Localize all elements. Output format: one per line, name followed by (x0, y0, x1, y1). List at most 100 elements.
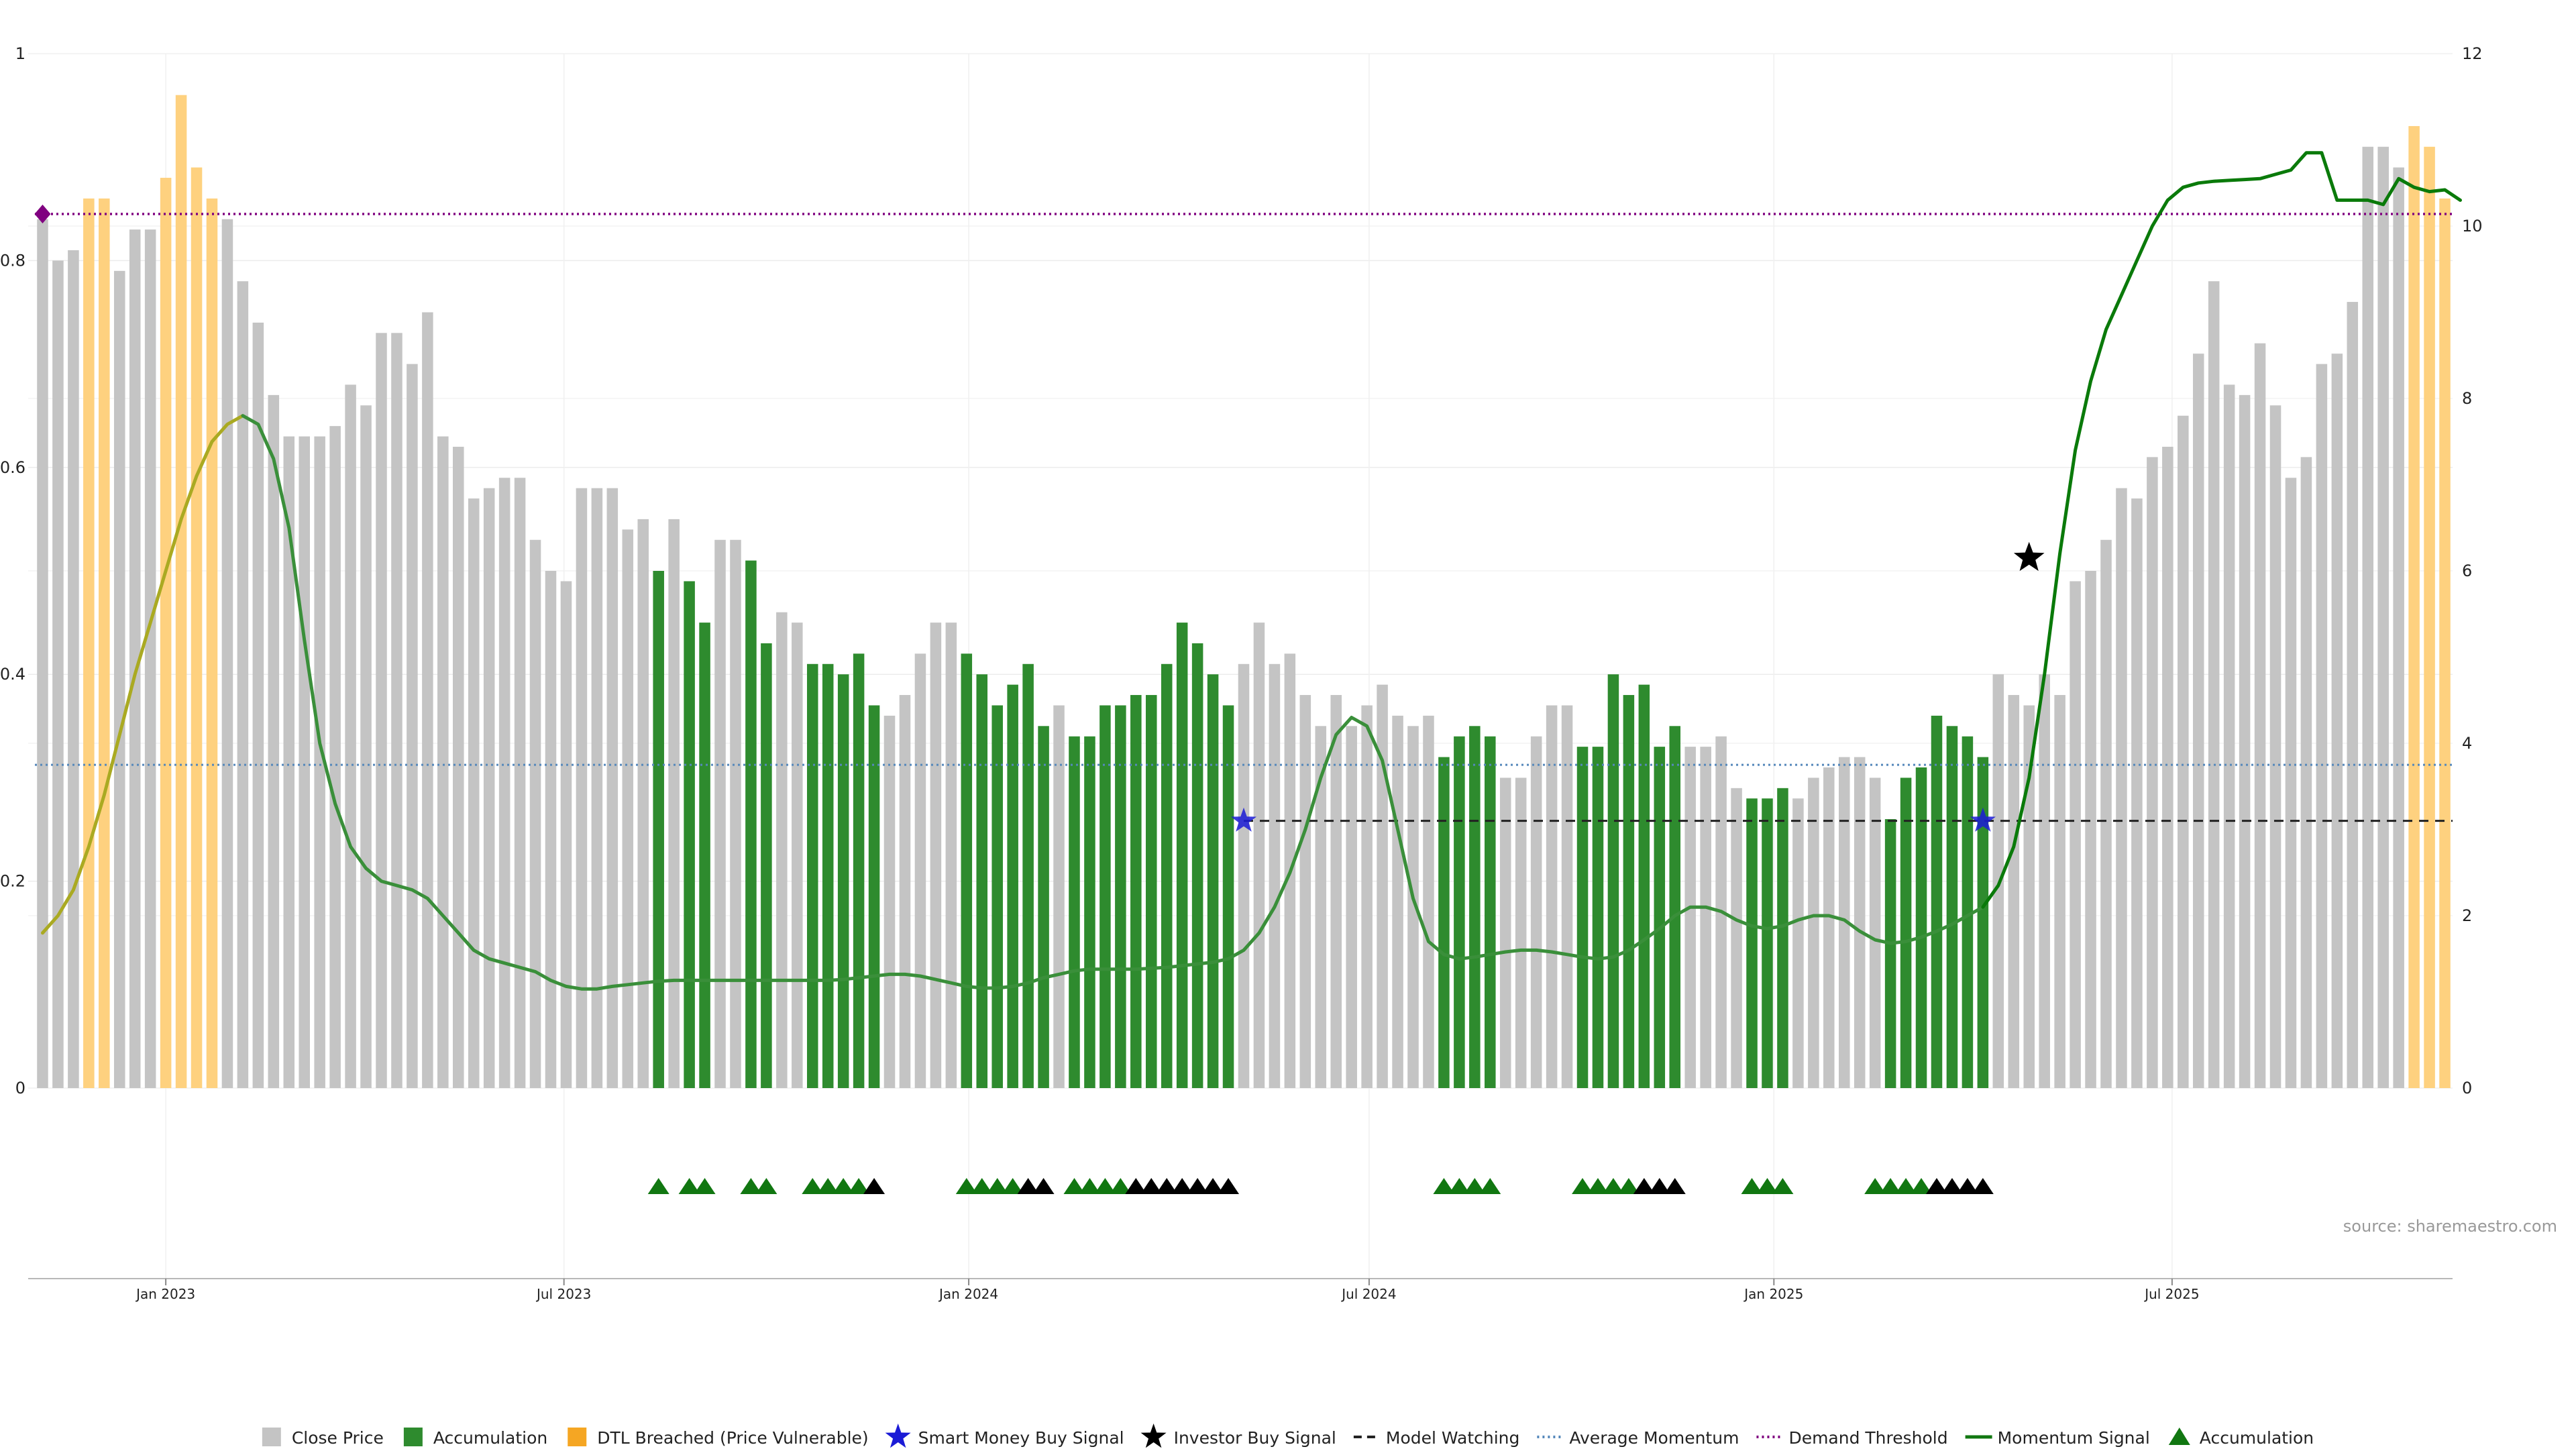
accumulation-bar (1915, 767, 1927, 1088)
accumulation-bar (1884, 819, 1896, 1088)
accumulation-marker (1895, 1178, 1917, 1194)
close-price-bar (268, 394, 280, 1088)
close-price-bar (237, 281, 249, 1088)
accumulation-bar (806, 663, 818, 1088)
accumulation-bar (684, 581, 695, 1088)
close-price-bar (498, 478, 511, 1088)
legend-item: Model Watching (1353, 1428, 1520, 1448)
accumulation-marker (955, 1178, 977, 1194)
left-axis-tick-label: 1 (15, 44, 25, 63)
left-axis-tick-label: 0.4 (0, 665, 25, 684)
close-price-bar (453, 446, 464, 1088)
accumulation-marker-black (1202, 1178, 1224, 1194)
dtl-breached-bar (2439, 198, 2451, 1088)
close-price-bar (1269, 663, 1281, 1088)
accumulation-marker (817, 1178, 839, 1194)
close-price-bar (407, 364, 418, 1088)
accumulation-marker (1756, 1178, 1778, 1194)
legend-item: Accumulation (403, 1428, 547, 1448)
accumulation-bar (1654, 747, 1666, 1088)
close-price-bar (2316, 364, 2328, 1088)
accumulation-bar (653, 571, 664, 1088)
accumulation-bar (1115, 705, 1126, 1088)
legend-label: Model Watching (1386, 1428, 1520, 1448)
accumulation-marker (1063, 1178, 1085, 1194)
dtl-breached-bar (175, 95, 187, 1089)
legend-smart-money-star-icon (885, 1424, 911, 1448)
accumulation-bar (1607, 674, 1619, 1088)
accumulation-bar (1946, 726, 1958, 1088)
close-price-bar (529, 539, 541, 1088)
right-axis-tick-label: 12 (2462, 44, 2483, 63)
accumulation-bar (991, 705, 1003, 1088)
legend-label: Investor Buy Signal (1174, 1428, 1336, 1448)
close-price-bar (1792, 798, 1804, 1088)
close-price-bar (668, 519, 680, 1088)
accumulation-bar (1069, 736, 1080, 1088)
right-axis-tick-label: 0 (2462, 1079, 2472, 1097)
legend-item: Average Momentum (1537, 1428, 1739, 1448)
legend-swatch (262, 1428, 281, 1446)
close-price-bar (2085, 571, 2096, 1088)
close-price-bar (560, 581, 572, 1088)
accumulation-marker-black (1633, 1178, 1655, 1194)
accumulation-bar (745, 560, 757, 1088)
accumulation-bar (1454, 736, 1465, 1088)
right-axis-tick-label: 8 (2462, 389, 2472, 408)
legend-item: Investor Buy Signal (1140, 1424, 1336, 1448)
close-price-bar (1839, 757, 1850, 1088)
accumulation-marker (1572, 1178, 1594, 1194)
close-price-bar (345, 384, 356, 1089)
accumulation-bar (853, 653, 865, 1088)
accumulation-marker (1002, 1178, 1024, 1194)
accumulation-bar (1669, 726, 1681, 1088)
accumulation-marker-black (1156, 1178, 1178, 1194)
accumulation-bar (1592, 747, 1604, 1088)
accumulation-bar (822, 663, 834, 1088)
investor-buy-star (2013, 541, 2045, 572)
momentum-signal-line (241, 414, 1985, 991)
dtl-breached-bar (191, 167, 203, 1088)
close-price-bar (1361, 705, 1373, 1088)
close-price-bar (68, 250, 79, 1089)
close-price-bar (221, 219, 233, 1089)
accumulation-bar (761, 643, 772, 1088)
close-price-bar (2269, 405, 2282, 1088)
close-price-bar (2116, 488, 2127, 1088)
close-price-bar (2377, 146, 2389, 1088)
accumulation-bar (1576, 747, 1589, 1088)
legend-label: Momentum Signal (1998, 1428, 2150, 1448)
accumulation-bar (1962, 736, 1974, 1088)
close-price-bar (1854, 757, 1866, 1088)
close-price-bar (883, 715, 896, 1088)
close-price-bar (1253, 623, 1265, 1088)
close-price-bar (1392, 715, 1403, 1088)
accumulation-marker-black (863, 1178, 885, 1194)
close-price-bar (899, 695, 911, 1088)
x-axis-tick-label: Jan 2025 (1743, 1286, 1803, 1302)
close-price-bar (591, 488, 603, 1088)
close-price-bar (468, 498, 480, 1088)
legend-item: DTL Breached (Price Vulnerable) (568, 1428, 869, 1448)
accumulation-bar (1438, 757, 1450, 1088)
dtl-breached-bar (206, 198, 218, 1088)
close-price-bar (1377, 684, 1388, 1088)
close-price-bar (2347, 302, 2359, 1089)
accumulation-bar (1746, 798, 1758, 1088)
close-price-bar (252, 322, 264, 1088)
accumulation-marker-black (1017, 1178, 1039, 1194)
accumulation-bar (837, 674, 849, 1088)
x-axis-tick-label: Jul 2023 (535, 1286, 591, 1302)
accumulation-marker-black (1956, 1178, 1978, 1194)
accumulation-marker-black (1032, 1178, 1055, 1194)
accumulation-marker (1464, 1178, 1486, 1194)
close-price-bar (1330, 695, 1342, 1088)
close-price-bar (2223, 384, 2235, 1089)
smart-money-buy-star (1231, 807, 1256, 832)
accumulation-bar (1222, 705, 1234, 1088)
accumulation-bar (1084, 736, 1095, 1088)
accumulation-bar (1022, 663, 1034, 1088)
legend-investor-star-icon (1140, 1424, 1167, 1448)
accumulation-bar (1099, 705, 1111, 1088)
accumulation-bar (868, 705, 880, 1088)
